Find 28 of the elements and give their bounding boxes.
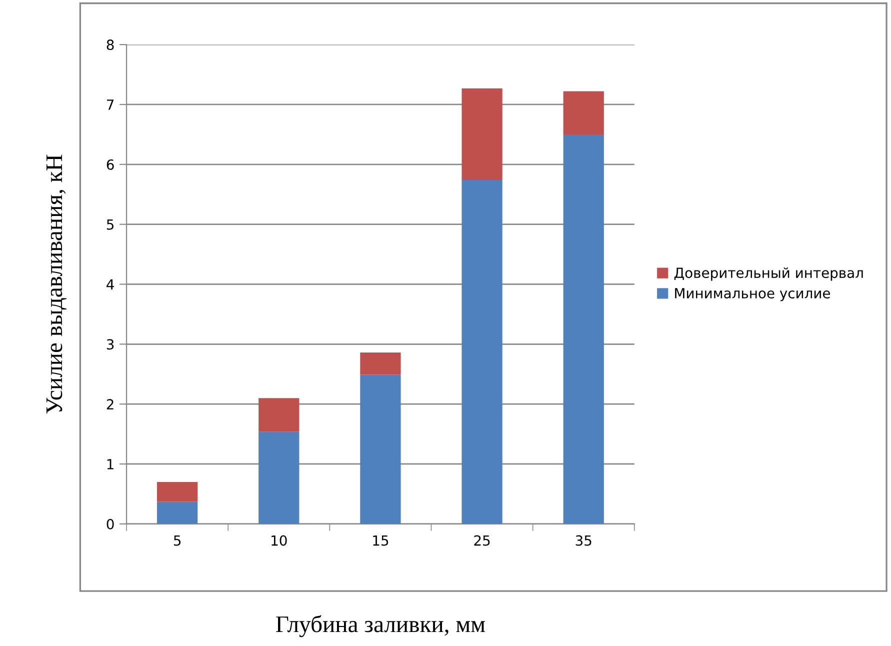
y-tick-label: 5 — [106, 219, 114, 230]
bar — [258, 398, 300, 432]
y-tick-label: 6 — [106, 159, 114, 170]
y-tick-label: 8 — [106, 40, 114, 50]
legend-label: Минимальное усилие — [675, 288, 830, 302]
y-tick-label: 1 — [107, 459, 114, 470]
bar — [462, 88, 502, 180]
bar — [156, 482, 198, 502]
y-tick-label: 3 — [106, 339, 114, 350]
bar — [563, 134, 604, 524]
x-axis-title: Глубина заливки, мм — [276, 615, 485, 638]
bar — [360, 352, 401, 375]
bar — [360, 374, 401, 524]
x-tick-label: 10 — [272, 535, 287, 546]
bar — [156, 502, 198, 524]
x-tick-label: 25 — [474, 535, 490, 546]
y-tick-label: 4 — [106, 279, 114, 290]
x-tick-label: 35 — [576, 535, 592, 546]
bar — [563, 91, 604, 134]
y-axis-title: Усилие выдавливания, кН — [46, 154, 67, 414]
y-tick-label: 0 — [106, 518, 114, 530]
legend-label: Доверительный интервал — [674, 267, 863, 281]
y-tick-label: 2 — [106, 399, 114, 410]
bar — [258, 432, 300, 524]
x-tick-label: 15 — [373, 535, 388, 546]
x-tick-label: 5 — [174, 535, 181, 546]
bar — [462, 180, 502, 524]
y-tick-label: 7 — [107, 100, 114, 110]
